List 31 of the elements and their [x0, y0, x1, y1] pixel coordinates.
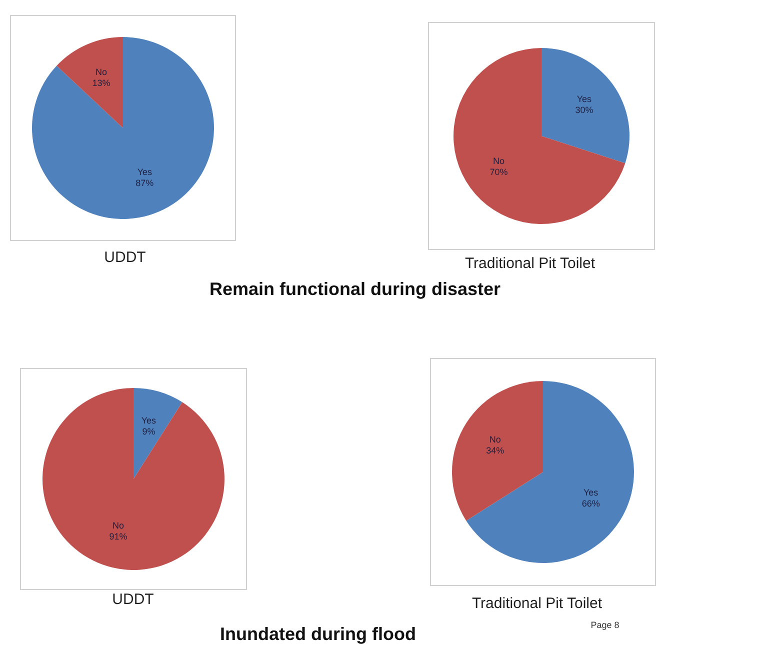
text: UDDT [111, 591, 155, 608]
pie-slice [134, 388, 182, 479]
text: Page 8 [590, 620, 620, 630]
data-label: 13% [92, 78, 110, 88]
pie-slice [542, 48, 630, 164]
pie-slice [56, 37, 123, 128]
data-label: 9% [142, 426, 156, 437]
text: Traditional Pit Toilet [470, 595, 604, 612]
slice-label: Yes [137, 167, 153, 178]
slice-label: No [493, 156, 505, 166]
slice-label: No [489, 434, 501, 445]
pie-slice [42, 388, 224, 570]
data-label: 34% [486, 446, 504, 456]
data-label: 30% [575, 104, 594, 115]
data-label: 70% [490, 167, 508, 178]
data-label: 91% [109, 531, 128, 542]
data-label: 87% [136, 178, 154, 188]
data-label: 66% [582, 498, 600, 508]
slice-label: Yes [141, 416, 157, 426]
pie-slice [452, 381, 543, 521]
text: Remain functional during disaster [208, 279, 502, 300]
slice-label: No [96, 66, 108, 77]
pie-slice [454, 48, 626, 224]
pie-slice [32, 37, 214, 219]
text: Traditional Pit Toilet [464, 255, 596, 272]
pie-slice [466, 381, 634, 563]
text: UDDT [103, 249, 147, 266]
slice-label: Yes [576, 94, 592, 104]
slice-label: No [112, 520, 124, 530]
text: Inundated during flood [219, 624, 417, 645]
slice-label: Yes [584, 487, 599, 498]
